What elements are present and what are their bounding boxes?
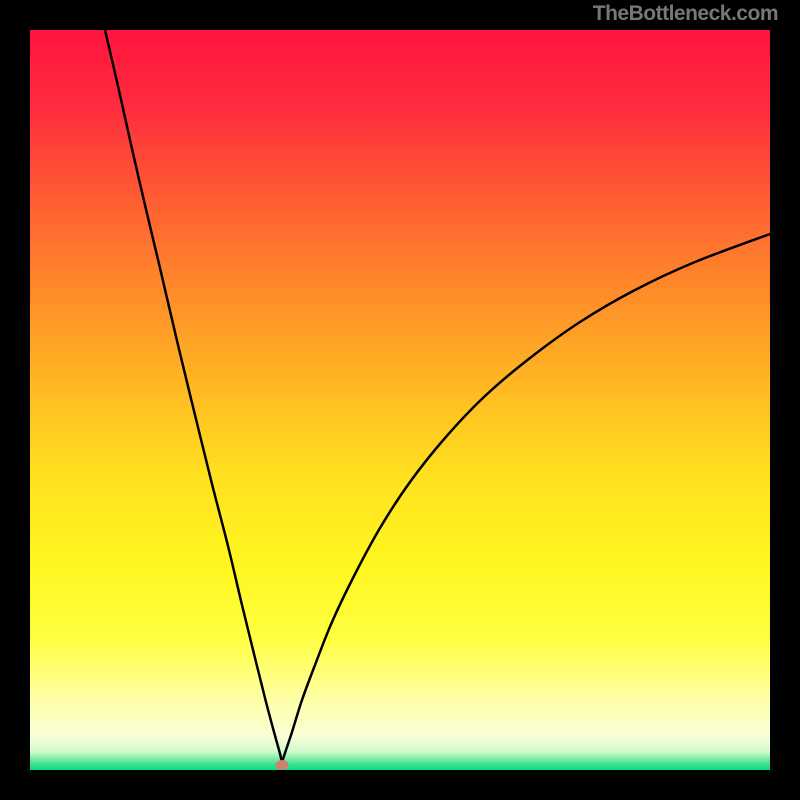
watermark-text: TheBottleneck.com	[593, 2, 778, 26]
outer-frame: TheBottleneck.com	[0, 0, 800, 800]
vertex-marker	[276, 760, 289, 770]
bottleneck-curve	[30, 30, 770, 770]
plot-area	[30, 30, 770, 770]
